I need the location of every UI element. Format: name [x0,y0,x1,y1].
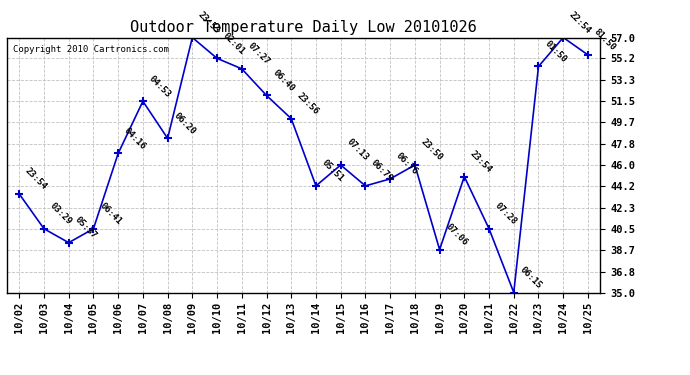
Text: 23:56: 23:56 [295,91,321,117]
Title: Outdoor Temperature Daily Low 20101026: Outdoor Temperature Daily Low 20101026 [130,20,477,35]
Text: 05:37: 05:37 [73,215,98,240]
Text: 06:76: 06:76 [394,152,420,177]
Text: 04:16: 04:16 [122,126,148,151]
Text: 07:13: 07:13 [345,138,371,163]
Text: 02:01: 02:01 [221,31,246,56]
Text: 22:54: 22:54 [567,10,593,35]
Text: 07:27: 07:27 [246,41,271,67]
Text: 06:79: 06:79 [370,158,395,184]
Text: 03:29: 03:29 [48,201,74,226]
Text: 23:54: 23:54 [23,166,49,192]
Text: 04:53: 04:53 [147,74,172,99]
Text: 06:40: 06:40 [270,68,296,93]
Text: Copyright 2010 Cartronics.com: Copyright 2010 Cartronics.com [13,45,169,54]
Text: 06:15: 06:15 [518,265,543,290]
Text: 01:50: 01:50 [542,39,568,64]
Text: 06:20: 06:20 [172,111,197,136]
Text: 07:28: 07:28 [493,201,519,226]
Text: 06:41: 06:41 [97,201,123,226]
Text: 81:50: 81:50 [592,27,618,53]
Text: 05:51: 05:51 [320,158,346,184]
Text: 23:50: 23:50 [419,138,444,163]
Text: 23:54: 23:54 [469,149,494,174]
Text: 23:53: 23:53 [197,10,222,35]
Text: 07:06: 07:06 [444,222,469,248]
